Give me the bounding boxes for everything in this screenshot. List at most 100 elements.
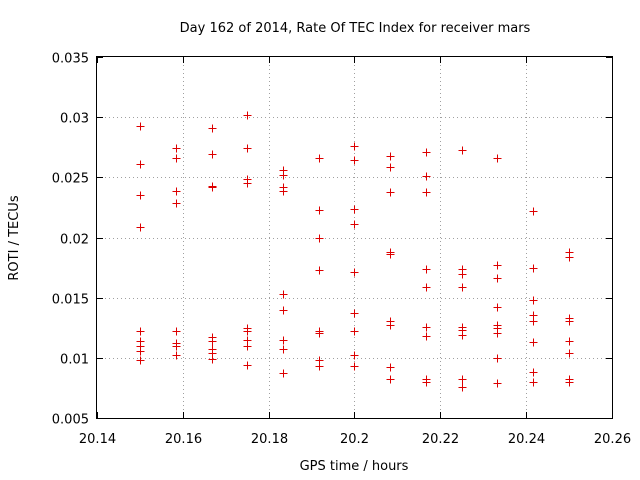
data-point [243, 144, 252, 153]
data-point [458, 375, 467, 384]
data-point [493, 354, 502, 363]
data-point [350, 142, 359, 151]
data-point [315, 362, 324, 371]
data-point [565, 349, 574, 358]
data-point [529, 207, 538, 216]
y-tick-label: 0.005 [52, 413, 89, 428]
data-point [243, 179, 252, 188]
data-point [529, 368, 538, 377]
data-point [350, 327, 359, 336]
data-point [279, 336, 288, 345]
data-point [315, 154, 324, 163]
x-tick-label: 20.26 [594, 432, 631, 447]
data-point [350, 268, 359, 277]
data-point [243, 111, 252, 120]
data-point [243, 361, 252, 370]
data-point [529, 338, 538, 347]
data-point [315, 329, 324, 338]
x-tick-label: 20.18 [251, 432, 288, 447]
data-point [386, 375, 395, 384]
grid-layer [97, 57, 612, 418]
data-point [279, 171, 288, 180]
data-point [529, 378, 538, 387]
data-point [136, 327, 145, 336]
y-tick-label: 0.02 [60, 233, 89, 248]
data-point [136, 223, 145, 232]
data-point [136, 356, 145, 365]
x-tick-label: 20.24 [508, 432, 545, 447]
plot-frame [96, 56, 613, 419]
y-tick-label: 0.035 [52, 52, 89, 67]
data-point [458, 270, 467, 279]
data-point [565, 317, 574, 326]
data-point [422, 148, 431, 157]
data-point [350, 205, 359, 214]
data-point [422, 172, 431, 181]
data-point [422, 378, 431, 387]
data-point [386, 152, 395, 161]
y-tick-label: 0.03 [60, 112, 89, 127]
data-point [529, 296, 538, 305]
data-point [493, 329, 502, 338]
data-point [172, 351, 181, 360]
data-point [350, 156, 359, 165]
data-point [243, 327, 252, 336]
data-point [172, 144, 181, 153]
data-point [386, 188, 395, 197]
data-point [279, 290, 288, 299]
data-point [565, 378, 574, 387]
y-tick-label: 0.025 [52, 172, 89, 187]
x-axis-label: GPS time / hours [300, 459, 409, 474]
x-tick-label: 20.22 [422, 432, 459, 447]
points-layer [136, 111, 574, 392]
data-point [136, 122, 145, 131]
data-point [493, 154, 502, 163]
data-point [315, 234, 324, 243]
data-point [493, 261, 502, 270]
data-point [386, 250, 395, 259]
data-point [386, 321, 395, 330]
data-point [493, 303, 502, 312]
y-tick-label: 0.01 [60, 353, 89, 368]
data-point [458, 383, 467, 392]
x-tick-label: 20.16 [165, 432, 202, 447]
data-point [422, 323, 431, 332]
data-point [493, 274, 502, 283]
data-point [422, 283, 431, 292]
data-point [208, 183, 217, 192]
data-point [279, 369, 288, 378]
data-point [315, 206, 324, 215]
data-point [458, 146, 467, 155]
data-point [458, 283, 467, 292]
data-point [279, 187, 288, 196]
data-point [422, 332, 431, 341]
data-point [386, 363, 395, 372]
data-point [208, 150, 217, 159]
data-point [350, 220, 359, 229]
data-point [172, 342, 181, 351]
y-tick-labels: 0.005 0.01 0.015 0.02 0.025 0.03 0.035 [52, 52, 89, 428]
data-point [279, 306, 288, 315]
data-point [208, 355, 217, 364]
x-tick-label: 20.14 [79, 432, 116, 447]
x-tick-label: 20.2 [340, 432, 369, 447]
data-point [243, 342, 252, 351]
data-point [136, 191, 145, 200]
data-point [279, 345, 288, 354]
data-point [529, 317, 538, 326]
data-point [172, 327, 181, 336]
data-point [493, 379, 502, 388]
chart-title: Day 162 of 2014, Rate Of TEC Index for r… [180, 21, 531, 36]
data-point [172, 187, 181, 196]
data-point [172, 199, 181, 208]
data-point [208, 124, 217, 133]
data-point [350, 309, 359, 318]
data-point [350, 351, 359, 360]
data-point [350, 362, 359, 371]
data-point [565, 337, 574, 346]
data-point [565, 253, 574, 262]
data-point [208, 337, 217, 346]
data-point [315, 266, 324, 275]
data-point [458, 331, 467, 340]
